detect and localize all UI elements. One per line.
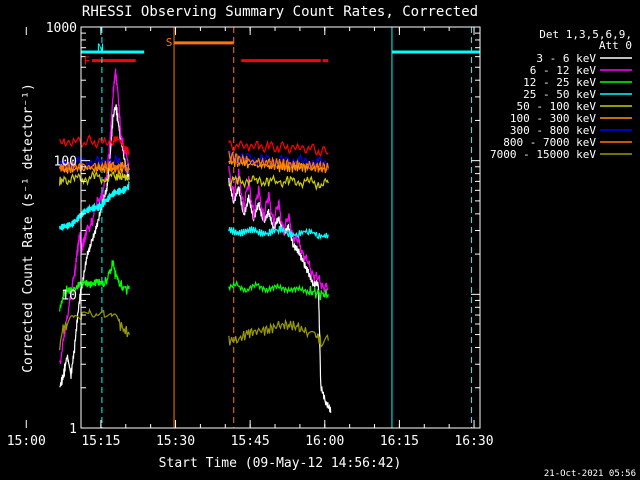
series-line: [59, 307, 130, 351]
series-line: [59, 260, 130, 312]
annotation-label: F: [84, 55, 91, 68]
series-line: [228, 279, 329, 301]
series-line: [59, 161, 130, 174]
y-tick-label: 100: [54, 155, 77, 170]
legend-entry: 12 - 25 keV: [523, 76, 596, 89]
x-tick-label: 16:00: [305, 434, 344, 449]
legend-entry: 50 - 100 keV: [517, 100, 597, 113]
legend-header: Att 0: [599, 39, 632, 52]
series-line: [228, 151, 329, 174]
x-tick-label: 15:45: [231, 434, 270, 449]
series-line: [59, 163, 130, 176]
footer-timestamp: 21-Oct-2021 05:56: [544, 469, 636, 479]
y-axis-ticks: 1 10 100 1000: [46, 21, 480, 437]
series-line: [228, 318, 329, 348]
legend-entry: 7000 - 15000 keV: [490, 148, 596, 161]
series-line: [228, 165, 329, 293]
legend-entry: 6 - 12 keV: [530, 64, 597, 77]
chart-title: RHESSI Observing Summary Count Rates, Co…: [82, 4, 478, 20]
flag-bars: [81, 41, 480, 63]
annotations: FN S: [84, 36, 173, 67]
legend-entry: 800 - 7000 keV: [503, 136, 596, 149]
x-tick-label: 15:30: [156, 434, 195, 449]
series-line: [59, 153, 130, 175]
annotation-label: S: [166, 36, 173, 49]
series-lines: [59, 68, 332, 413]
x-tick-label: 16:15: [380, 434, 419, 449]
legend-entry: 25 - 50 keV: [523, 88, 596, 101]
series-line: [59, 134, 130, 156]
annotation-label: N: [97, 42, 104, 55]
y-tick-label: 1: [69, 422, 77, 437]
series-line: [228, 226, 329, 241]
plot-frame: [80, 26, 481, 429]
y-axis-label: Corrected Count Rate (s⁻¹ detector⁻¹): [21, 83, 36, 373]
series-line: [59, 180, 130, 231]
series-line: [59, 104, 130, 388]
legend-entry: 3 - 6 keV: [536, 52, 596, 65]
series-line: [228, 174, 329, 192]
vertical-markers: [101, 27, 473, 428]
x-tick-label: 16:30: [454, 434, 493, 449]
series-line: [228, 139, 329, 157]
x-axis-ticks: 15:00 15:15 15:30 15:45 16:00 16:15 16:30: [7, 27, 494, 449]
legend-entry: 100 - 300 keV: [510, 112, 596, 125]
y-tick-label: 1000: [46, 21, 77, 36]
x-axis-label: Start Time (09-May-12 14:56:42): [159, 456, 402, 471]
series-line: [59, 170, 130, 187]
legend-entry: 300 - 800 keV: [510, 124, 596, 137]
x-tick-label: 15:15: [81, 434, 120, 449]
legend-header: Det 1,3,5,6,9,: [539, 28, 632, 41]
y-tick-label: 10: [61, 288, 77, 303]
x-tick-label: 15:00: [7, 434, 46, 449]
